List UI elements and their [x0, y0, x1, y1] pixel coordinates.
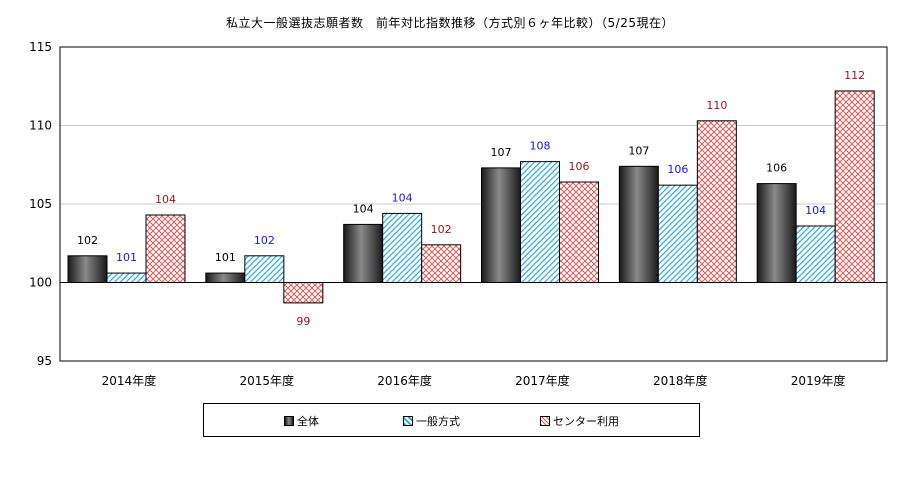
data-label: 101	[215, 251, 236, 264]
x-tick-label: 2016年度	[377, 373, 432, 388]
bar-2-1	[106, 272, 147, 283]
data-label: 112	[844, 69, 865, 82]
bar-2-3	[382, 212, 423, 283]
data-label: 108	[530, 140, 551, 153]
bar-1-1	[67, 255, 108, 283]
data-label: 106	[667, 163, 688, 176]
bar-2-2	[244, 255, 285, 283]
legend-item-zentai: 全体	[284, 413, 319, 429]
y-tick-label: 95	[37, 354, 52, 368]
data-label: 99	[296, 315, 310, 328]
legend-label-center: センター利用	[553, 415, 619, 428]
x-tick-label: 2015年度	[239, 373, 294, 388]
data-label: 106	[766, 162, 787, 175]
data-label: 102	[77, 234, 98, 247]
bar-2-5	[657, 184, 698, 283]
bar-1-4	[481, 167, 521, 283]
data-label: 107	[628, 144, 649, 157]
y-tick-label: 105	[29, 197, 52, 211]
y-tick-label: 115	[29, 40, 52, 54]
data-label: 101	[116, 251, 137, 264]
bar-chart: 102 101 104 101 102 99 104 104 102 107 108 106 107 10…	[29, 40, 888, 388]
data-label: 104	[155, 193, 176, 206]
data-labels: 102 101 104 101 102 99 104 104 102 107 108 106 107 10…	[77, 69, 865, 328]
axes: 95 100 105 110 115 2014年度 2015年度 2016年度 2017年度 20…	[29, 40, 888, 388]
legend-label-ippan: 一般方式	[416, 415, 460, 428]
x-tick-label: 2014年度	[102, 373, 157, 388]
x-tick-label: 2018年度	[653, 373, 708, 388]
legend-item-ippan: 一般方式	[403, 413, 460, 429]
bar-3-2	[283, 282, 324, 304]
x-tick-label: 2017年度	[515, 373, 570, 388]
bar-3-4	[559, 181, 599, 284]
data-label: 102	[431, 223, 452, 236]
legend-swatch-center	[540, 416, 550, 426]
data-label: 102	[254, 234, 275, 247]
data-label: 110	[706, 99, 727, 112]
bars-group	[67, 90, 875, 304]
x-tick-label: 2019年度	[791, 373, 846, 388]
data-label: 104	[805, 204, 826, 217]
y-tick-label: 100	[29, 276, 52, 290]
bar-1-6	[756, 183, 797, 283]
chart-title: 私立大一般選抜志願者数 前年対比指数推移（方式別６ヶ年比較）（5/25現在）	[226, 16, 674, 30]
bar-1-5	[618, 165, 659, 284]
data-label: 104	[353, 202, 374, 215]
data-label: 106	[569, 160, 590, 173]
bar-2-4	[520, 161, 560, 283]
bar-3-6	[834, 90, 875, 283]
legend-label-zentai: 全体	[297, 415, 319, 428]
legend-item-center: センター利用	[540, 413, 619, 429]
data-label: 104	[392, 191, 413, 204]
data-label: 107	[491, 146, 512, 159]
y-tick-label: 110	[29, 119, 52, 133]
bar-3-5	[696, 120, 737, 284]
bar-1-2	[205, 272, 246, 283]
legend-swatch-zentai	[284, 416, 294, 426]
plot-frame	[59, 46, 888, 362]
legend: 全体 一般方式 センター利用	[203, 403, 700, 437]
bar-3-3	[421, 244, 462, 284]
bar-3-1	[145, 214, 186, 284]
bar-1-3	[343, 223, 384, 284]
bar-2-6	[795, 225, 836, 283]
legend-swatch-ippan	[403, 416, 413, 426]
